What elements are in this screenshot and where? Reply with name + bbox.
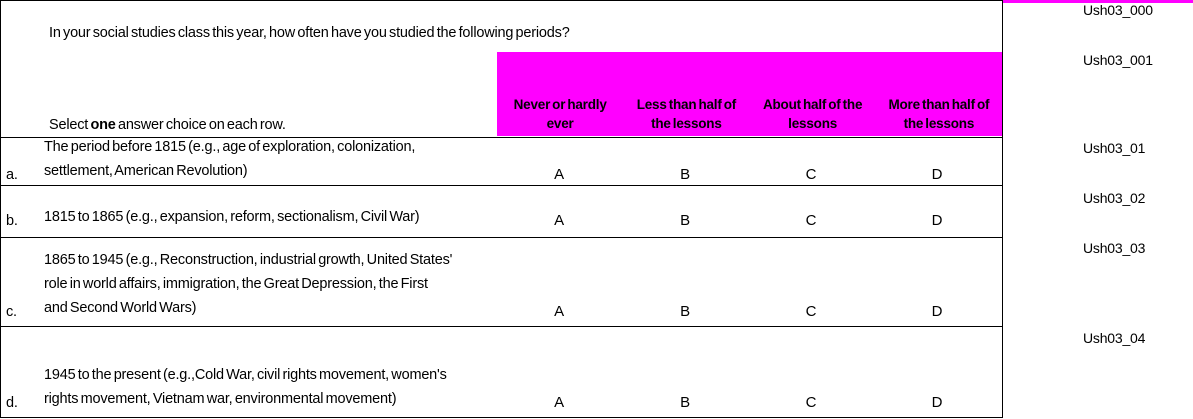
answer-option-d: D	[931, 303, 943, 320]
answer-option-d: D	[931, 212, 943, 229]
row-description-line: 1815 to 1865 (e.g., expansion, reform, s…	[44, 209, 420, 225]
table-row-b: b. 1815 to 1865 (e.g., expansion, reform…	[1, 185, 1002, 237]
instruction-bold-word: one	[90, 117, 116, 133]
answer-option-a: A	[554, 394, 564, 411]
code-label-ush03-001: Ush03_001	[1083, 52, 1153, 68]
instruction-suffix: answer choice on each row.	[115, 117, 286, 133]
row-description-line: rights movement, Vietnam war, environmen…	[44, 391, 397, 407]
table-row-c: c. 1865 to 1945 (e.g., Reconstruction, i…	[1, 237, 1002, 326]
answer-option-d: D	[931, 166, 943, 183]
row-letter: c.	[6, 304, 17, 320]
column-header-line: More than half of	[888, 97, 990, 112]
column-header-never-or-hardly-ever: Never or hardly ever	[497, 52, 623, 136]
column-header-line: ever	[546, 116, 574, 131]
row-description-line: settlement, American Revolution)	[44, 163, 248, 179]
code-label-ush03-000: Ush03_000	[1083, 2, 1153, 18]
answer-option-b: B	[680, 303, 690, 320]
row-description-line: 1865 to 1945 (e.g., Reconstruction, indu…	[44, 252, 453, 268]
column-header-line: the lessons	[651, 116, 722, 131]
row-description: 1865 to 1945 (e.g., Reconstruction, indu…	[44, 248, 496, 320]
row-description: 1945 to the present (e.g.,Cold War, civi…	[44, 363, 496, 411]
variable-codes-panel: Ush03_000 Ush03_001 Ush03_01 Ush03_02 Us…	[1003, 0, 1193, 419]
question-text: In your social studies class this year, …	[49, 25, 570, 41]
answer-option-c: C	[805, 394, 817, 411]
answer-option-c: C	[805, 166, 817, 183]
column-header-line: the lessons	[903, 116, 975, 131]
column-header-about-half: About half of the lessons	[750, 52, 876, 136]
code-label-ush03-03: Ush03_03	[1083, 240, 1146, 256]
answer-option-b: B	[680, 394, 690, 411]
answer-option-c: C	[805, 303, 817, 320]
answer-option-d: D	[931, 394, 943, 411]
row-letter: a.	[6, 167, 18, 183]
column-header-line: Never or hardly	[513, 97, 607, 112]
instruction-prefix: Select	[49, 117, 91, 133]
table-row-d: d. 1945 to the present (e.g.,Cold War, c…	[1, 326, 1002, 418]
instruction-text: Select one answer choice on each row.	[49, 117, 286, 133]
answer-option-b: B	[680, 166, 690, 183]
column-header-less-than-half: Less than half of the lessons	[623, 52, 749, 136]
question-rows: a. The period before 1815 (e.g., age of …	[1, 137, 1002, 418]
code-label-ush03-04: Ush03_04	[1083, 330, 1146, 346]
code-label-ush03-01: Ush03_01	[1083, 140, 1146, 156]
column-header-line: lessons	[788, 116, 838, 131]
column-header-line: About half of the	[762, 97, 863, 112]
row-description-line: role in world affairs, immigration, the …	[44, 276, 428, 292]
question-table: In your social studies class this year, …	[0, 0, 1003, 418]
answer-scale-header: Never or hardly ever Less than half of t…	[497, 52, 1002, 136]
answer-option-b: B	[680, 212, 690, 229]
row-description-line: The period before 1815 (e.g., age of exp…	[44, 139, 416, 155]
table-row-a: a. The period before 1815 (e.g., age of …	[1, 137, 1002, 185]
row-letter: b.	[6, 213, 18, 229]
column-header-more-than-half: More than half of the lessons	[876, 52, 1002, 136]
row-description: 1815 to 1865 (e.g., expansion, reform, s…	[44, 205, 496, 229]
answer-option-c: C	[805, 212, 817, 229]
code-label-ush03-02: Ush03_02	[1083, 190, 1146, 206]
row-description-line: 1945 to the present (e.g.,Cold War, civi…	[44, 367, 447, 383]
magenta-top-strip	[1003, 0, 1193, 3]
answer-option-a: A	[554, 166, 564, 183]
column-header-line: Less than half of	[636, 97, 737, 112]
answer-option-a: A	[554, 303, 564, 320]
row-letter: d.	[6, 395, 18, 411]
answer-option-a: A	[554, 212, 564, 229]
row-description: The period before 1815 (e.g., age of exp…	[44, 135, 496, 183]
row-description-line: and Second World Wars)	[44, 300, 197, 316]
